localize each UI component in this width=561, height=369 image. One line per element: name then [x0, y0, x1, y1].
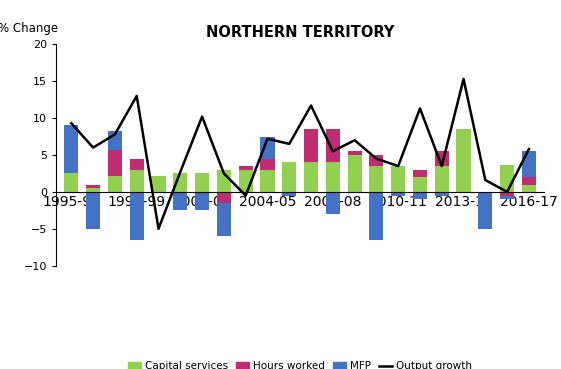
Output growth [134, 94, 140, 98]
Bar [195, 173, 209, 192]
Output growth [417, 106, 424, 111]
Bar [369, 155, 384, 166]
Bar [522, 177, 536, 184]
Output growth [68, 121, 75, 125]
Bar [435, 192, 449, 196]
Output growth [264, 137, 271, 141]
Output growth [220, 171, 227, 176]
Bar [260, 170, 274, 192]
Output growth [155, 227, 162, 231]
Bar [500, 196, 514, 199]
Bar [260, 159, 274, 170]
Bar [108, 131, 122, 150]
Bar [195, 192, 209, 210]
Bar [260, 137, 274, 159]
Bar [326, 192, 340, 214]
Bar [304, 129, 318, 162]
Output growth [373, 156, 380, 161]
Bar [391, 192, 405, 196]
Output growth [199, 114, 205, 119]
Bar [435, 151, 449, 166]
Bar [326, 129, 340, 162]
Bar [173, 192, 187, 210]
Bar [435, 166, 449, 192]
Bar [479, 192, 493, 229]
Bar [500, 192, 514, 196]
Text: % Change: % Change [0, 23, 58, 35]
Bar [130, 159, 144, 170]
Output growth [90, 145, 96, 150]
Output growth [177, 170, 183, 174]
Output growth [504, 190, 511, 194]
Bar [326, 162, 340, 192]
Legend: Capital services, Hours worked, MFP, Output growth: Capital services, Hours worked, MFP, Out… [124, 357, 476, 369]
Bar [173, 173, 187, 192]
Bar [217, 192, 231, 203]
Bar [86, 188, 100, 192]
Output growth [307, 103, 314, 108]
Bar [108, 176, 122, 192]
Output growth [395, 164, 402, 168]
Bar [413, 170, 427, 177]
Bar [86, 192, 100, 229]
Output growth [482, 178, 489, 182]
Output growth [329, 149, 336, 154]
Bar [282, 162, 296, 192]
Bar [238, 166, 253, 170]
Bar [413, 192, 427, 199]
Bar [217, 203, 231, 236]
Bar [347, 155, 362, 192]
Title: NORTHERN TERRITORY: NORTHERN TERRITORY [206, 25, 394, 40]
Bar [238, 170, 253, 192]
Bar [65, 125, 79, 173]
Bar [500, 165, 514, 192]
Output growth [351, 138, 358, 142]
Bar [304, 162, 318, 192]
Bar [369, 192, 384, 240]
Output growth [286, 142, 293, 146]
Bar [522, 151, 536, 177]
Line: Output growth: Output growth [71, 79, 529, 229]
Bar [217, 170, 231, 192]
Bar [130, 192, 144, 240]
Output growth [242, 193, 249, 198]
Output growth [438, 164, 445, 168]
Bar [130, 170, 144, 192]
Bar [391, 166, 405, 192]
Bar [522, 184, 536, 192]
Bar [369, 166, 384, 192]
Bar [65, 173, 79, 192]
Bar [86, 184, 100, 188]
Bar [108, 150, 122, 176]
Bar [413, 177, 427, 192]
Output growth [460, 77, 467, 81]
Bar [457, 129, 471, 192]
Output growth [112, 132, 118, 137]
Output growth [526, 147, 532, 151]
Bar [347, 151, 362, 155]
Bar [282, 192, 296, 196]
Bar [151, 176, 165, 192]
